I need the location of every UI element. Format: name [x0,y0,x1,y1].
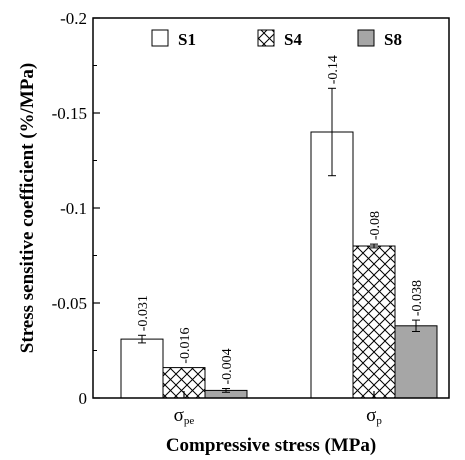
data-label: -0.038 [410,280,425,316]
y-tick-label: 0 [79,389,88,408]
data-labels: -0.031 -0.016 -0.004 -0.14 -0.08 -0.038 [136,55,425,384]
x-category-label: σpe [174,405,195,427]
data-label: -0.08 [368,211,383,240]
data-label: -0.031 [136,295,151,331]
bar-s1-0 [120,338,164,399]
legend-label-s4: S4 [284,30,302,49]
x-axis-title: Compressive stress (MPa) [166,435,376,456]
x-category-label: σp [366,405,382,427]
legend-label-s1: S1 [178,30,196,49]
data-label: -0.14 [326,55,341,84]
y-tick-label: -0.05 [52,294,87,313]
y-tick-label: -0.2 [60,9,87,28]
data-label: -0.004 [220,348,235,384]
data-label: -0.016 [178,327,193,363]
bar-s1-1 [310,131,354,399]
legend-swatch-s8 [357,29,375,47]
y-tick-label: -0.15 [52,104,87,123]
legend: S1 S4 S8 [151,29,402,49]
x-categories: σpe σp [174,391,382,427]
legend-swatch-s4 [257,29,275,47]
bar-s4-1 [352,245,396,399]
legend-swatch-s1 [151,29,169,47]
y-ticks: 0 -0.05 -0.1 -0.15 -0.2 [52,9,100,408]
bar-s8-1 [394,325,438,399]
bars [120,87,438,399]
plot-frame [92,17,450,399]
y-tick-label: -0.1 [60,199,87,218]
legend-label-s8: S8 [384,30,402,49]
y-axis-title: Stress sensitive coefficient (%/MPa) [17,63,38,353]
